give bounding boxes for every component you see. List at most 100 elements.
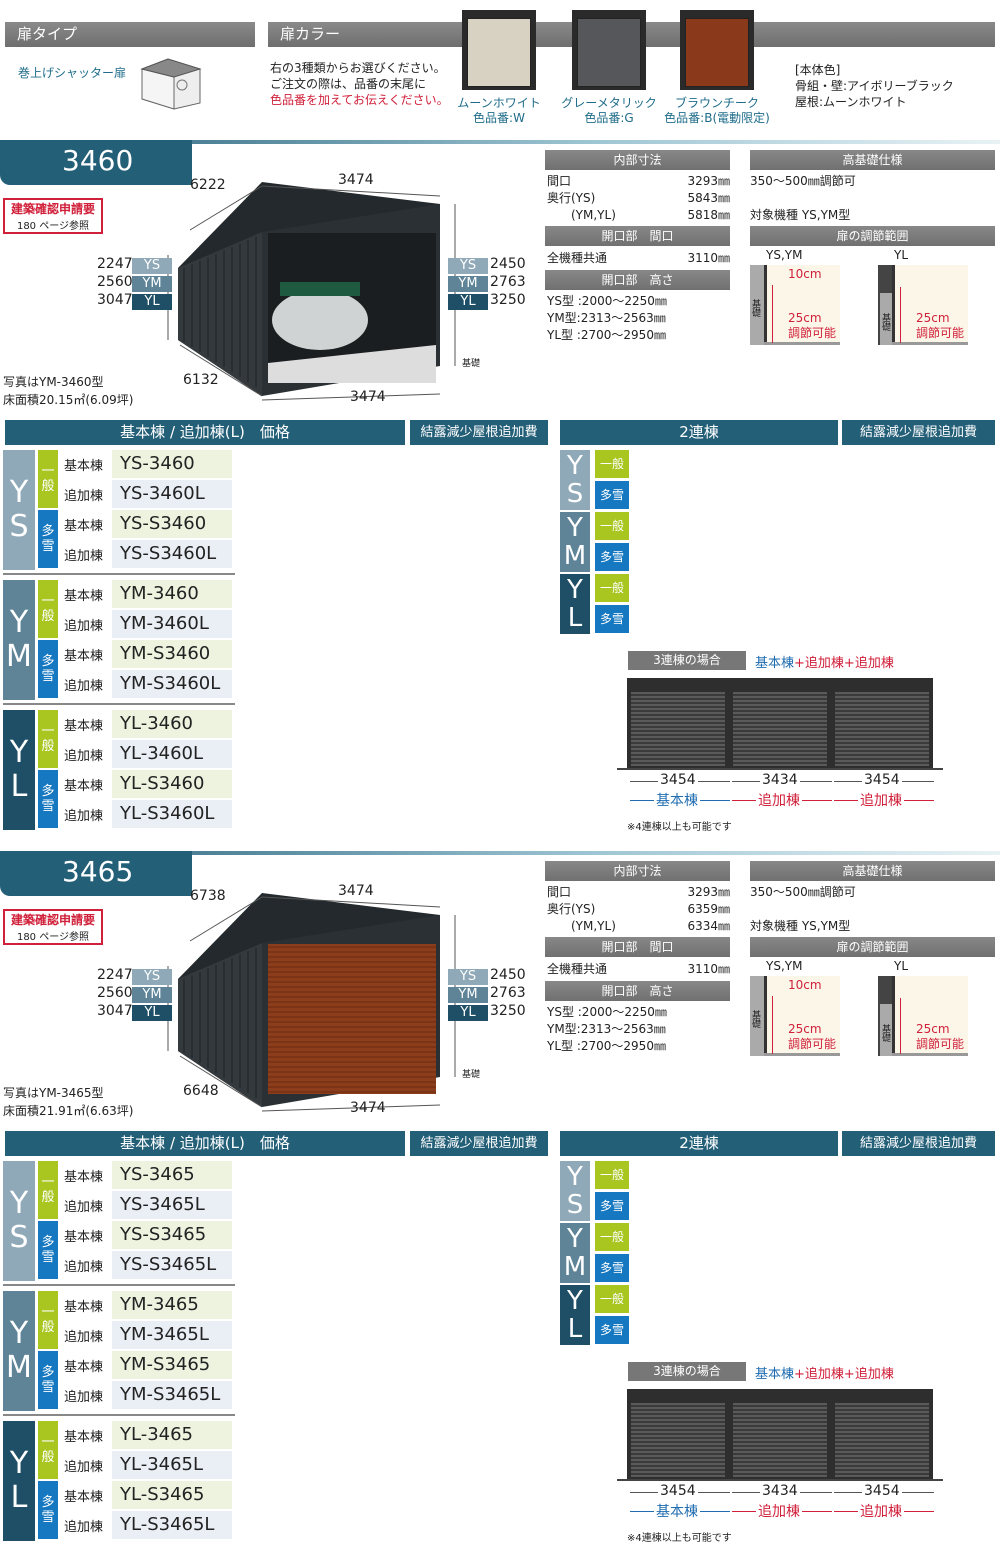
door-color-description: 右の3種類からお選びください。 ご注文の際は、品番の末尾に 色品番を加えてお伝え… [270, 61, 449, 107]
dim-depth-bottom: 6648 [183, 1083, 219, 1099]
opening-height-row: YL型 :2700〜2950㎜ [547, 328, 666, 342]
inner-dim-row: (YM,YL) 6334㎜ [547, 919, 730, 933]
opening-width-header: 開口部 間口 [545, 226, 730, 246]
kind-snow: 多雪 [38, 770, 58, 828]
dim-depth-top: 6738 [190, 888, 226, 904]
door-color-swatch[interactable] [462, 10, 536, 90]
left-height-value: 2560 [97, 985, 133, 1001]
price-row[interactable]: 基本棟 YS-3460 [60, 450, 232, 478]
right-height-type: YL [448, 294, 488, 310]
door-color-swatch[interactable] [572, 10, 646, 90]
price-row[interactable]: 基本棟 YS-3465 [60, 1161, 232, 1189]
price-row[interactable]: 基本棟 YM-3460 [60, 580, 232, 608]
price-row[interactable]: 基本棟 YS-S3460 [60, 510, 232, 538]
model-number: YS-S3465L [112, 1251, 232, 1279]
section-rule [0, 851, 1000, 855]
section-rule [0, 140, 1000, 144]
adjust-label: YL [894, 248, 909, 262]
kind-snow: 多雪 [38, 1351, 58, 1409]
adjust-diagram: 基礎 10cm 25cm 調節可能 [750, 265, 840, 345]
opening-width-row: 全機種共通 3110㎜ [547, 962, 730, 976]
adjust-label: YL [894, 959, 909, 973]
dim-width-top: 3474 [338, 172, 374, 188]
price-row[interactable]: 基本棟 YL-S3465 [60, 1481, 232, 1509]
price-row[interactable]: 基本棟 YL-3465 [60, 1421, 232, 1449]
inner-dims-header: 内部寸法 [545, 150, 730, 170]
triple-width: 3454 [658, 1483, 698, 1499]
price-row[interactable]: 追加棟 YM-3460L [60, 610, 232, 638]
model-number: YM-S3465 [112, 1351, 232, 1379]
price-row[interactable]: 追加棟 YS-S3460L [60, 540, 232, 568]
unit-kind: 追加棟 [64, 548, 104, 564]
price-row[interactable]: 基本棟 YL-3460 [60, 710, 232, 738]
price-row[interactable]: 追加棟 YL-3465L [60, 1451, 232, 1479]
price-row[interactable]: 追加棟 YS-3465L [60, 1191, 232, 1219]
triple-width: 3434 [760, 1483, 800, 1499]
unit-kind: 追加棟 [64, 678, 104, 694]
adjust-label: YS,YM [766, 959, 803, 973]
price-row[interactable]: 基本棟 YL-S3460 [60, 770, 232, 798]
door-adjust-header: 扉の調節範囲 [750, 937, 995, 957]
price-row[interactable]: 追加棟 YM-S3465L [60, 1381, 232, 1409]
right-height-type: YM [448, 276, 488, 292]
inner-dim-row: 間口 3293㎜ [547, 885, 730, 899]
unit-kind: 基本棟 [64, 1359, 104, 1375]
triple-formula: 基本棟+追加棟+追加棟 [755, 656, 894, 671]
price-row[interactable]: 追加棟 YS-3460L [60, 480, 232, 508]
left-height-value: 2247 [97, 256, 133, 272]
kind-snow: 多雪 [38, 510, 58, 568]
price-row[interactable]: 追加棟 YL-3460L [60, 740, 232, 768]
opening-height-row: YM型:2313〜2563㎜ [547, 1022, 666, 1036]
right-height-type: YS [448, 969, 488, 985]
triple-title: 3連棟の場合 [628, 651, 746, 670]
right-height-type: YL [448, 1005, 488, 1021]
price-row[interactable]: 追加棟 YS-S3465L [60, 1251, 232, 1279]
double-unit-header: 2連棟 [560, 420, 838, 445]
kind-general: 一般 [38, 1161, 58, 1219]
dim-width-bottom: 3474 [350, 389, 386, 405]
door-color-label: グレーメタリック 色品番:G [561, 96, 657, 125]
condense-roof-header: 結露減少屋根追加費 [410, 1131, 548, 1156]
kind-snow: 多雪 [38, 1221, 58, 1279]
price-row[interactable]: 追加棟 YL-S3460L [60, 800, 232, 828]
unit-kind: 基本棟 [64, 1429, 104, 1445]
price-row[interactable]: 基本棟 YM-S3460 [60, 640, 232, 668]
unit-kind: 基本棟 [64, 1169, 104, 1185]
price-row[interactable]: 基本棟 YM-3465 [60, 1291, 232, 1319]
model-number: YS-S3460L [112, 540, 232, 568]
model-title: 3465 [0, 851, 192, 896]
kind-general: 一般 [38, 580, 58, 638]
unit-kind: 追加棟 [64, 1199, 104, 1215]
model-number: YL-3465 [112, 1421, 232, 1449]
double-kind-general: 一般 [595, 1223, 629, 1251]
price-row[interactable]: 追加棟 YM-S3460L [60, 670, 232, 698]
high-foundation-range: 350〜500㎜調節可 [750, 885, 856, 899]
door-color-swatch[interactable] [680, 10, 754, 90]
model-number: YS-S3460 [112, 510, 232, 538]
unit-kind: 追加棟 [64, 1389, 104, 1405]
dim-depth-bottom: 6132 [183, 372, 219, 388]
triple-garage-illustration [627, 678, 933, 768]
price-row[interactable]: 基本棟 YS-S3465 [60, 1221, 232, 1249]
price-row[interactable]: 基本棟 YM-S3465 [60, 1351, 232, 1379]
right-height-value: 3250 [490, 292, 526, 308]
high-foundation-header: 高基礎仕様 [750, 861, 995, 881]
model-title: 3460 [0, 140, 192, 185]
high-foundation-header: 高基礎仕様 [750, 150, 995, 170]
double-unit-header: 2連棟 [560, 1131, 838, 1156]
price-row[interactable]: 追加棟 YL-S3465L [60, 1511, 232, 1539]
high-foundation-range: 350〜500㎜調節可 [750, 174, 856, 188]
price-row[interactable]: 追加棟 YM-3465L [60, 1321, 232, 1349]
unit-kind: 基本棟 [64, 778, 104, 794]
door-color-label: ブラウンチーク 色品番:B(電動限定) [664, 96, 770, 125]
model-number: YM-S3460L [112, 670, 232, 698]
door-type-title: 扉タイプ [5, 22, 255, 47]
double-kind-snow: 多雪 [595, 481, 629, 509]
condense-roof-header: 結露減少屋根追加費 [410, 420, 548, 445]
left-height-type: YM [132, 276, 172, 292]
